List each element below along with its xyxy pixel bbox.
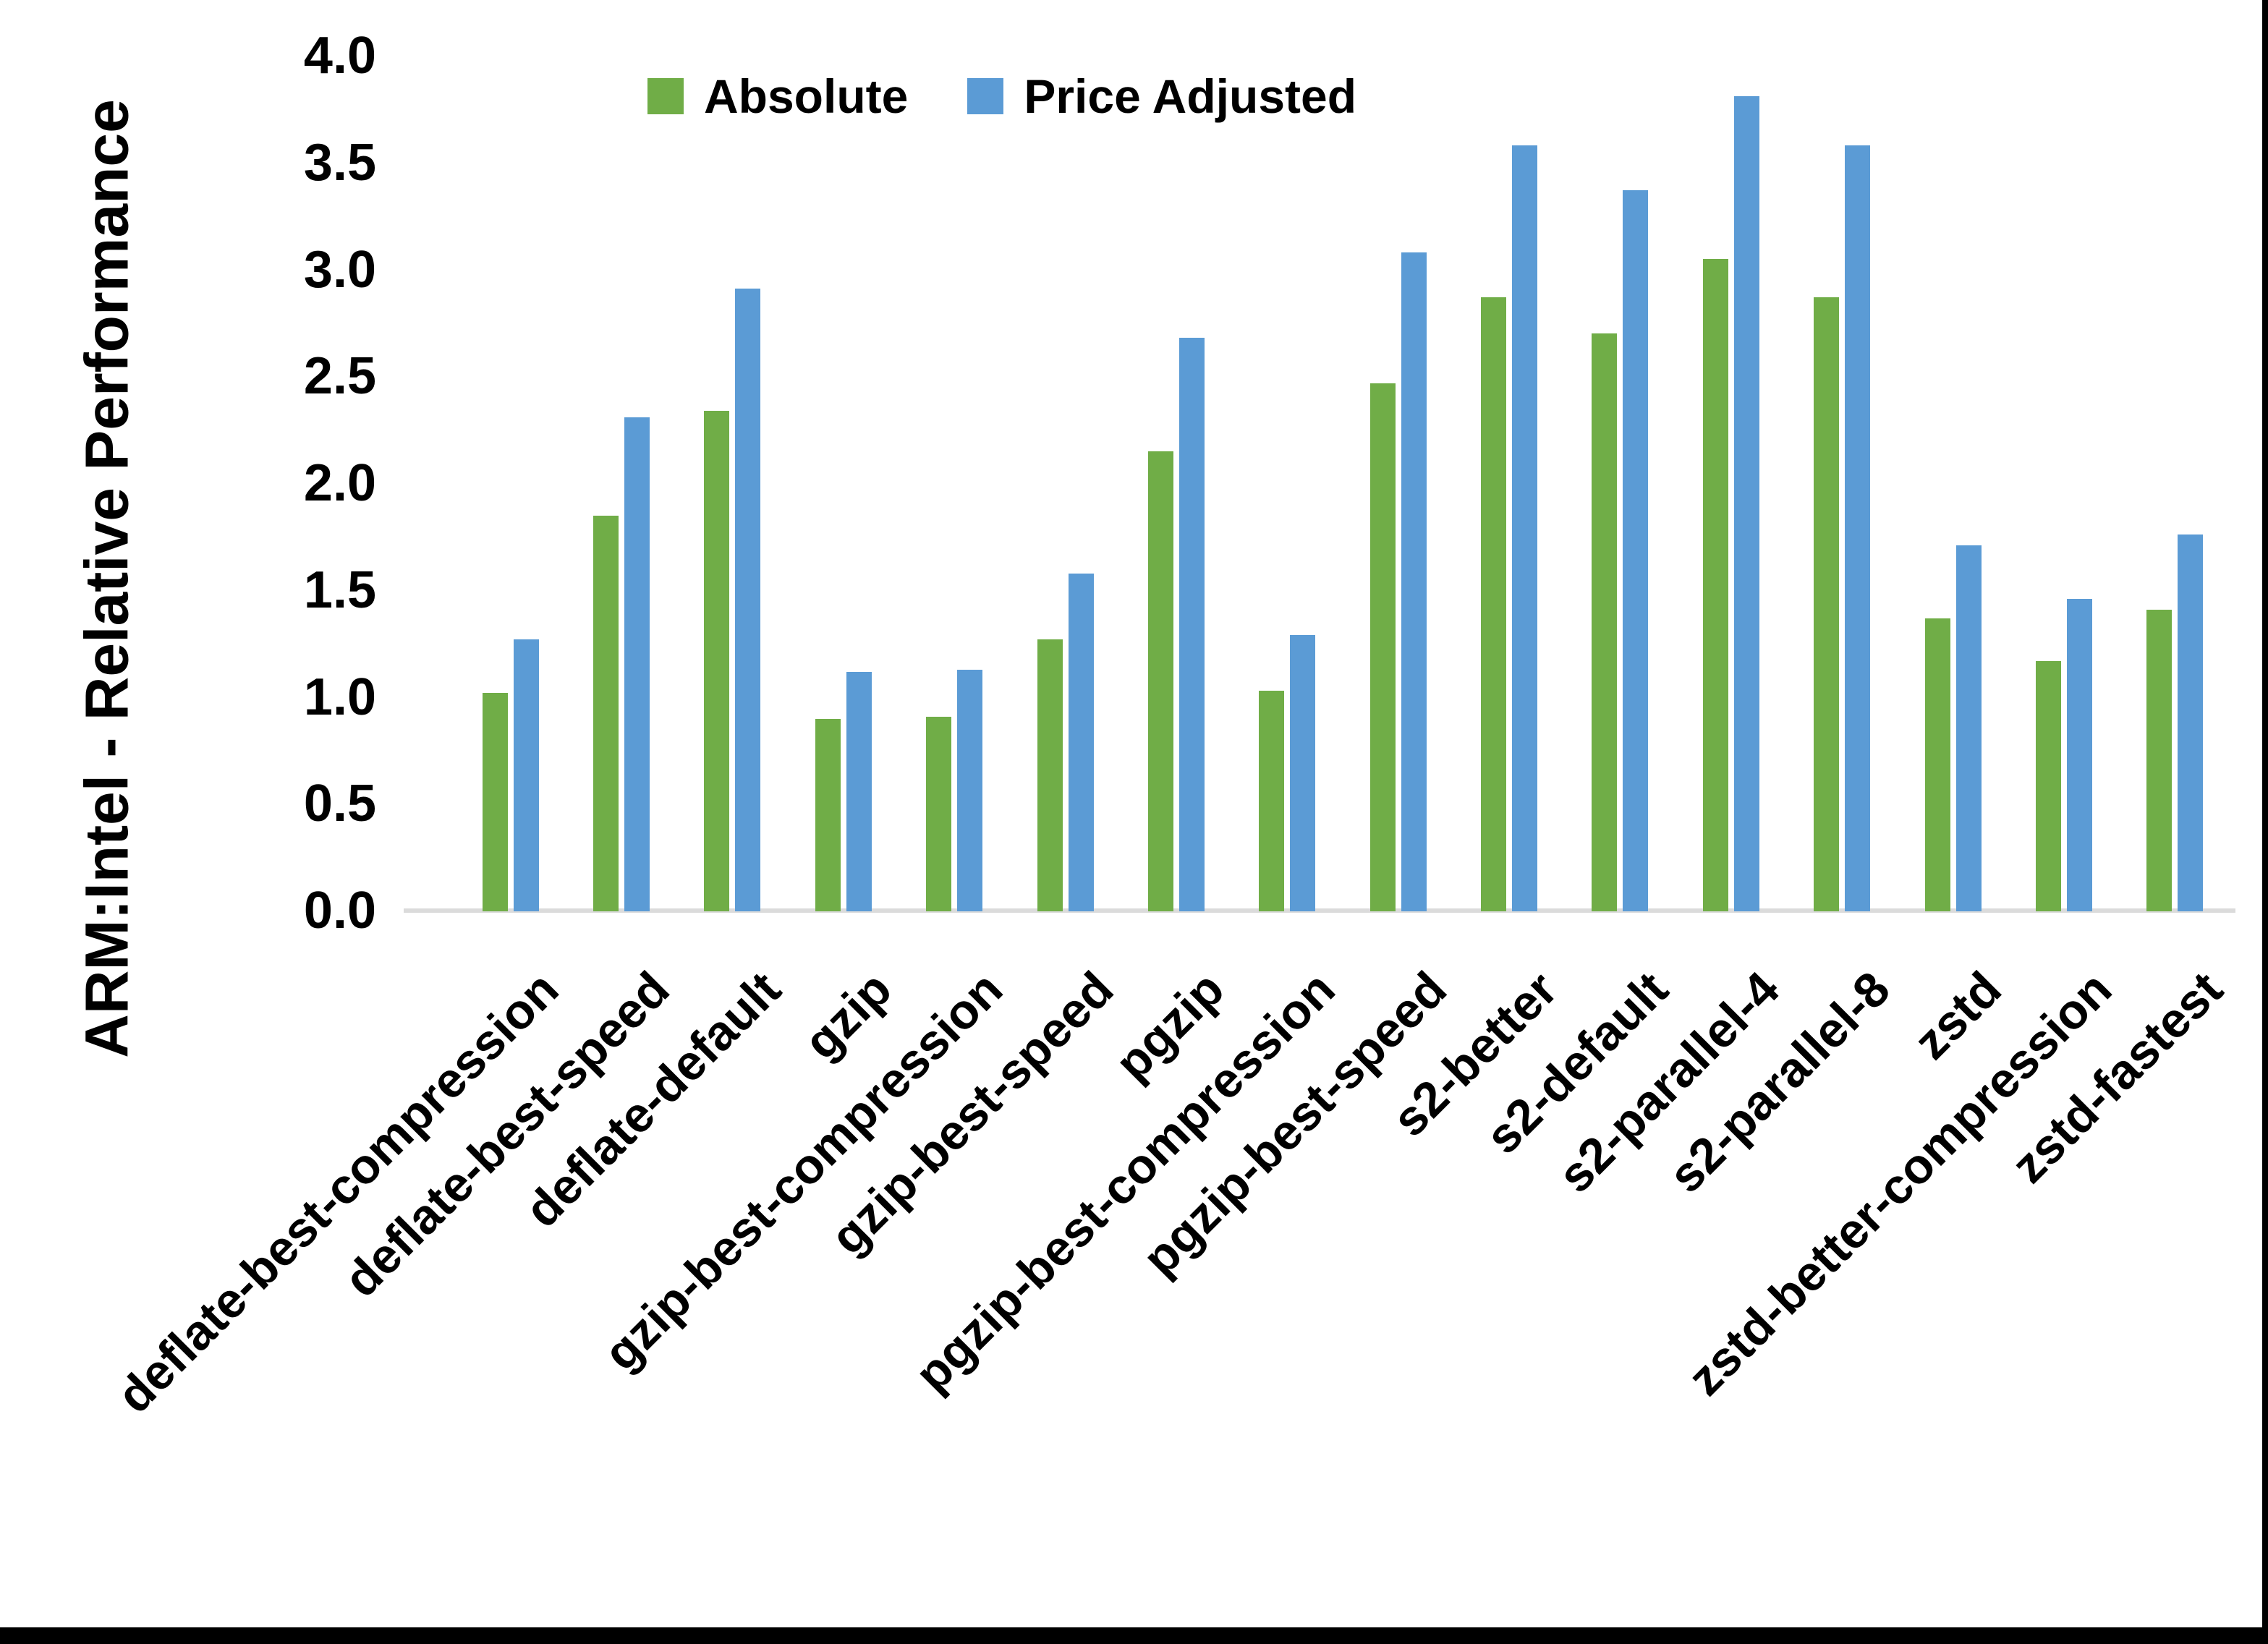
- bar: [1733, 96, 1759, 911]
- x-category-label: s2-better: [1382, 961, 1568, 1148]
- legend: Absolute Price Adjusted: [647, 72, 1356, 120]
- y-tick-label: 0.0: [303, 882, 376, 940]
- bar: [1259, 691, 1285, 911]
- bar: [593, 515, 619, 911]
- bar: [926, 716, 952, 911]
- bar-group: [455, 56, 566, 911]
- bar: [815, 718, 841, 911]
- bar: [1814, 297, 1840, 911]
- x-category-label: deflate-best-speed: [334, 961, 680, 1308]
- bar-group: [1898, 56, 2008, 911]
- bar: [513, 639, 539, 911]
- x-category-label: pgzip-best-speed: [1131, 961, 1457, 1287]
- bar-group: [1121, 56, 1231, 911]
- bar: [1037, 639, 1063, 911]
- bar-group: [1232, 56, 1343, 911]
- bar: [2178, 534, 2204, 911]
- bar-group: [1565, 56, 1675, 911]
- bar-group: [1787, 56, 1898, 911]
- bar: [1481, 297, 1507, 911]
- y-tick-label: 1.0: [303, 668, 376, 726]
- y-tick-label: 0.5: [303, 775, 376, 833]
- bar-group: [677, 56, 788, 911]
- bar: [1178, 338, 1205, 911]
- bar: [624, 417, 650, 911]
- x-category-label: gzip: [793, 961, 902, 1070]
- legend-label: Price Adjusted: [1024, 69, 1357, 123]
- bar-group: [566, 56, 676, 911]
- y-tick-label: 1.5: [303, 561, 376, 619]
- x-category-label: deflate-default: [514, 961, 791, 1238]
- legend-entry: Price Adjusted: [967, 72, 1356, 120]
- bar: [1955, 545, 1982, 911]
- legend-swatch-icon: [967, 78, 1004, 114]
- x-category-label: zstd-better-compression: [1678, 961, 2123, 1406]
- legend-label: Absolute: [704, 69, 909, 123]
- bar: [846, 671, 872, 911]
- x-category-label: s2-parallel-8: [1658, 961, 1901, 1204]
- x-category-label: s2-default: [1475, 961, 1679, 1165]
- bar-group: [1453, 56, 1564, 911]
- bar: [1924, 618, 1950, 911]
- bar: [1845, 145, 1871, 911]
- x-axis-line: [404, 908, 2235, 913]
- y-axis-tick-labels: 0.0 0.5 1.0 1.5 2.0 2.5 3.0 3.5 4.0: [0, 0, 376, 1644]
- y-tick-label: 3.5: [303, 133, 376, 192]
- bar: [2066, 599, 2092, 911]
- plot-area: [455, 56, 2230, 911]
- bar: [482, 693, 508, 911]
- bar: [1147, 451, 1173, 911]
- y-tick-label: 4.0: [303, 27, 376, 85]
- bar: [1623, 190, 1649, 911]
- x-category-label: s2-parallel-4: [1547, 961, 1790, 1204]
- bar-group: [1010, 56, 1121, 911]
- bar-group: [2120, 56, 2230, 911]
- x-category-label: gzip-best-speed: [820, 961, 1124, 1265]
- bar-group: [788, 56, 899, 911]
- bar: [1592, 333, 1618, 911]
- bar-group: [1675, 56, 1786, 911]
- window-bottom-border: [0, 1627, 2268, 1644]
- bar: [1512, 145, 1538, 911]
- bar: [1369, 383, 1396, 911]
- bar: [735, 289, 761, 911]
- x-category-label: zstd-fastest: [2001, 961, 2234, 1194]
- bar: [1702, 258, 1728, 911]
- legend-swatch-icon: [647, 78, 684, 114]
- bar: [1401, 252, 1427, 911]
- bar: [2035, 660, 2061, 911]
- x-category-label: zstd: [1903, 961, 2012, 1070]
- bar: [704, 410, 730, 911]
- x-category-label: pgzip: [1105, 961, 1235, 1091]
- bar: [1068, 573, 1094, 911]
- bar-group: [2008, 56, 2119, 911]
- x-category-label: pgzip-best-compression: [904, 961, 1346, 1402]
- y-tick-label: 3.0: [303, 240, 376, 299]
- y-tick-label: 2.5: [303, 347, 376, 406]
- bar: [1290, 635, 1316, 911]
- x-category-label: gzip-best-compression: [593, 961, 1014, 1381]
- window-right-border: [2262, 0, 2268, 1644]
- bar-group: [1343, 56, 1453, 911]
- bar-group: [899, 56, 1010, 911]
- bar: [2146, 610, 2173, 911]
- y-tick-label: 2.0: [303, 454, 376, 512]
- bar: [957, 669, 983, 911]
- legend-entry: Absolute: [647, 72, 908, 120]
